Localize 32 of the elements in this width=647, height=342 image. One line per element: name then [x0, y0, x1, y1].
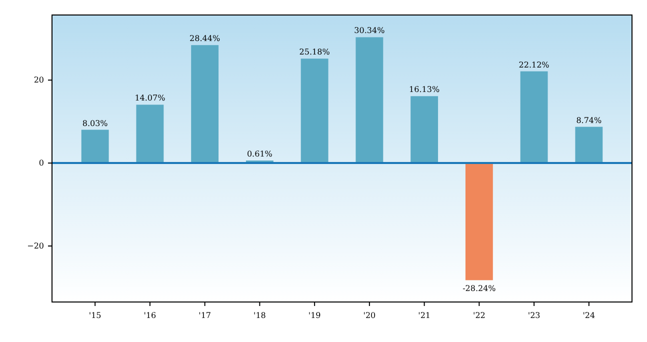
data-label: 16.13% [409, 85, 440, 94]
y-tick-label: −20 [27, 242, 44, 251]
bar [575, 126, 603, 164]
data-label: 25.18% [299, 48, 330, 57]
x-tick-label: '21 [418, 311, 431, 320]
bar [136, 104, 164, 164]
bar [356, 37, 384, 164]
data-label: -28.24% [462, 284, 496, 294]
data-label: 14.07% [134, 94, 166, 103]
x-tick-label: '22 [472, 311, 486, 320]
x-tick-label: '17 [198, 311, 212, 320]
data-label: 0.61% [246, 150, 273, 159]
y-tick-label: 20 [34, 76, 44, 85]
bar [300, 58, 328, 164]
y-tick-label: 0 [38, 158, 44, 168]
bar [191, 45, 219, 164]
bar [81, 130, 109, 164]
bar [410, 96, 438, 164]
x-tick-label: '19 [308, 311, 321, 320]
x-tick-label: '15 [88, 311, 102, 320]
data-label: 22.12% [518, 60, 550, 70]
data-label: 28.44% [190, 34, 220, 44]
x-tick-label: '24 [582, 311, 596, 320]
bar [465, 163, 493, 280]
x-tick-label: '20 [363, 311, 376, 320]
data-label: 30.34% [354, 26, 386, 36]
x-tick-label: '23 [528, 311, 540, 320]
bar [520, 71, 548, 164]
data-label: 8.74% [576, 116, 602, 125]
data-label: 8.03% [82, 118, 108, 128]
x-tick-label: '18 [253, 311, 266, 320]
x-tick-label: '16 [144, 311, 156, 320]
